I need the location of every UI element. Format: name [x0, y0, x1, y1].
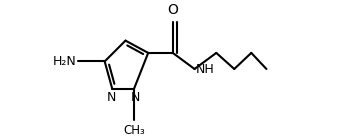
- Text: N: N: [130, 91, 140, 104]
- Text: H₂N: H₂N: [53, 55, 77, 68]
- Text: NH: NH: [196, 63, 215, 76]
- Text: O: O: [167, 3, 178, 17]
- Text: CH₃: CH₃: [123, 124, 145, 137]
- Text: N: N: [106, 91, 116, 104]
